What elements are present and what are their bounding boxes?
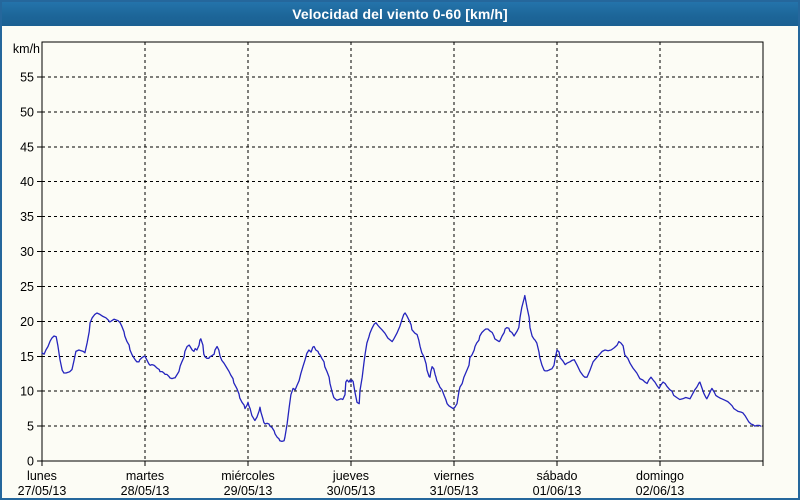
x-day-label: miércoles	[221, 469, 275, 483]
y-tick-label: 0	[27, 455, 34, 469]
x-date-label: 30/05/13	[327, 484, 376, 498]
y-tick-label: 50	[20, 105, 34, 119]
x-date-label: 28/05/13	[121, 484, 170, 498]
x-date-label: 02/06/13	[636, 484, 685, 498]
chart-title: Velocidad del viento 0-60 [km/h]	[292, 6, 508, 22]
x-date-label: 31/05/13	[430, 484, 479, 498]
x-date-label: 29/05/13	[224, 484, 273, 498]
y-tick-label: 25	[20, 280, 34, 294]
title-bar: Velocidad del viento 0-60 [km/h]	[2, 2, 798, 26]
x-day-label: jueves	[332, 469, 369, 483]
x-date-label: 01/06/13	[533, 484, 582, 498]
y-tick-label: 30	[20, 245, 34, 259]
y-tick-label: 55	[20, 70, 34, 84]
y-tick-label: 45	[20, 140, 34, 154]
wind-speed-line	[41, 294, 762, 443]
y-tick-label: 35	[20, 210, 34, 224]
x-day-label: sábado	[536, 469, 577, 483]
plot-border	[41, 41, 764, 462]
x-day-label: lunes	[27, 469, 57, 483]
x-day-label: domingo	[636, 469, 684, 483]
x-day-label: martes	[126, 469, 164, 483]
y-tick-label: 5	[27, 420, 34, 434]
y-tick-label: 15	[20, 350, 34, 364]
x-date-label: 27/05/13	[18, 484, 67, 498]
x-day-label: viernes	[434, 469, 474, 483]
y-tick-label: 20	[20, 315, 34, 329]
y-tick-label: 10	[20, 385, 34, 399]
y-axis-unit-label: km/h	[13, 42, 40, 56]
y-tick-label: 40	[20, 175, 34, 189]
